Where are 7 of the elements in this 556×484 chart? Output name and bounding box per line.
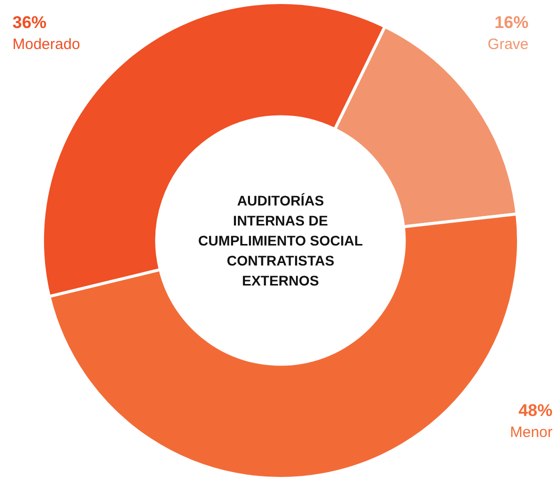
data-label: 16% bbox=[494, 13, 529, 32]
data-label: 36% bbox=[12, 13, 47, 32]
text: AUDITORÍAS INTERNAS DE CUMPLIMIENTO SOCIAL CONTRATISTAS EXTERNOS bbox=[198, 192, 364, 288]
slice-label: Moderado bbox=[12, 36, 80, 53]
data-label: 48% bbox=[518, 401, 553, 420]
slice-label: Menor bbox=[510, 424, 553, 441]
slice-label: Grave bbox=[488, 36, 529, 53]
